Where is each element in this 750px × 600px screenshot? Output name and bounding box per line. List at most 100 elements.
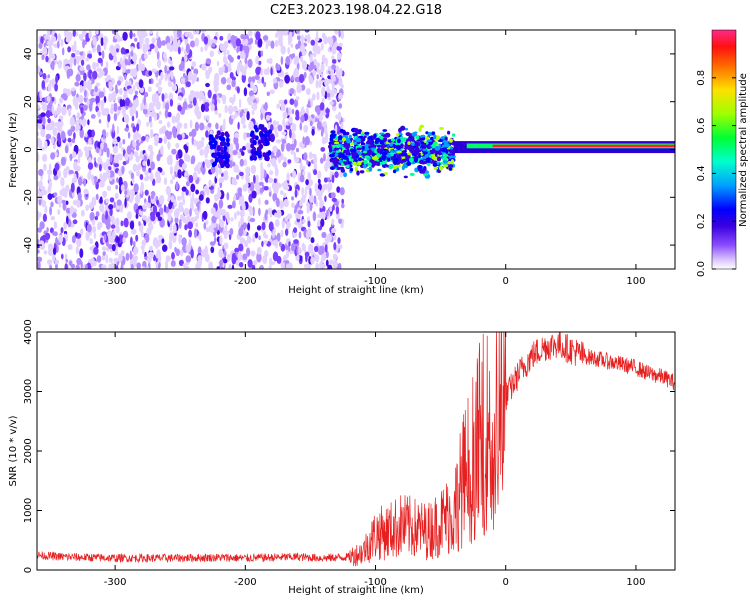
heatmap-cell [91, 196, 97, 207]
heatmap-cell [325, 108, 330, 114]
heatmap-cell [310, 237, 315, 244]
heatmap-cell [246, 111, 250, 121]
heatmap-cell [406, 161, 412, 166]
heatmap-cell [379, 141, 384, 145]
heatmap-cell [135, 196, 141, 204]
heatmap-cell [323, 35, 328, 45]
heatmap-cell [280, 105, 286, 112]
heatmap-cell [329, 43, 333, 48]
heatmap-cell [225, 137, 230, 143]
colorbar: 0.0 0.2 0.4 0.6 0.8 Normalized spectral ampl… [696, 29, 749, 277]
heatmap-cell [246, 247, 251, 257]
heatmap-cell [142, 260, 147, 269]
heatmap-cell [106, 185, 112, 191]
heatmap-cell [340, 30, 344, 40]
heatmap-cell [43, 163, 47, 171]
heatmap-cell [61, 253, 64, 260]
heatmap-cell [214, 72, 220, 83]
heatmap-cell [244, 63, 248, 70]
heatmap-cell [122, 236, 126, 244]
heatmap-cell [99, 196, 103, 204]
heatmap-cell [337, 135, 343, 141]
heatmap-cell [270, 67, 273, 76]
heatmap-cell [288, 30, 294, 33]
heatmap-cell [227, 253, 231, 262]
heatmap-cell [193, 139, 196, 147]
heatmap-cell [93, 232, 97, 239]
snr-x-ticks: -300 -200 -100 0 100 [104, 332, 645, 588]
heatmap-cell [232, 180, 238, 186]
heatmap-cell [295, 30, 300, 34]
heatmap-cell [99, 173, 103, 181]
heatmap-cell [197, 246, 202, 256]
heatmap-cell [432, 162, 438, 167]
heatmap-cell [266, 91, 270, 97]
heatmap-cell [96, 110, 102, 118]
heatmap-cell [434, 145, 441, 151]
heatmap-cell [95, 193, 99, 200]
heatmap-cell [324, 244, 328, 253]
heatmap-cell [235, 38, 241, 47]
heatmap-cell [215, 31, 219, 37]
heatmap-cell [448, 167, 453, 171]
heatmap-cell [337, 237, 341, 245]
heatmap-cell [219, 161, 224, 167]
heatmap-cell [382, 157, 386, 161]
heatmap-cell [352, 133, 358, 137]
heatmap-cell [315, 262, 320, 269]
x-tick-label: -300 [104, 577, 127, 588]
heatmap-cell [217, 145, 221, 150]
heatmap-cell [129, 220, 135, 230]
heatmap-cell [296, 84, 302, 93]
heatmap-cell [243, 87, 248, 97]
heatmap-cell [363, 147, 370, 151]
heatmap-cell [237, 55, 241, 60]
heatmap-cell [189, 208, 192, 217]
heatmap-cell [260, 167, 265, 176]
heatmap-cell [294, 76, 301, 83]
heatmap-cell [156, 153, 161, 162]
heatmap-cell [356, 170, 360, 176]
heatmap-cell [304, 186, 307, 197]
heatmap-cell [130, 50, 134, 57]
heatmap-cell [104, 204, 110, 214]
heatmap-cell [184, 134, 189, 140]
heatmap-cell [407, 141, 411, 146]
heatmap-cell [154, 134, 159, 144]
heatmap-cell [88, 102, 93, 112]
heatmap-cell [396, 133, 400, 137]
heatmap-cell [106, 147, 110, 158]
heatmap-cell [130, 236, 133, 246]
heatmap-cell [92, 70, 98, 80]
heatmap-cell [158, 78, 162, 86]
heatmap-cell [139, 210, 144, 216]
heatmap-cell [176, 153, 179, 161]
heatmap-cell [125, 114, 129, 125]
heatmap-cell [377, 168, 382, 172]
heatmap-cell [37, 152, 40, 162]
heatmap-cell [90, 257, 95, 268]
heatmap-cell [116, 199, 122, 206]
heatmap-cell [53, 175, 59, 181]
heatmap-cell [149, 245, 153, 252]
heatmap-cell [41, 54, 45, 61]
heatmap-cell [194, 216, 198, 222]
heatmap-cell [323, 177, 328, 183]
heatmap-cell [228, 105, 234, 115]
heatmap-cell [168, 232, 173, 242]
heatmap-cell [274, 167, 279, 177]
heatmap-cell [200, 30, 207, 33]
heatmap-cell [399, 159, 404, 164]
heatmap-cell [218, 177, 225, 184]
heatmap-cell [260, 136, 265, 142]
heatmap-cell [367, 135, 373, 141]
heatmap-cell [331, 55, 335, 60]
heatmap-cell [354, 152, 358, 156]
heatmap-cell [87, 80, 92, 85]
heatmap-cell [289, 185, 292, 191]
heatmap-cell [169, 165, 173, 176]
heatmap-cell [265, 140, 270, 146]
heatmap-cell [218, 199, 224, 209]
heatmap-cell [134, 90, 138, 96]
heatmap-cell [269, 57, 273, 65]
